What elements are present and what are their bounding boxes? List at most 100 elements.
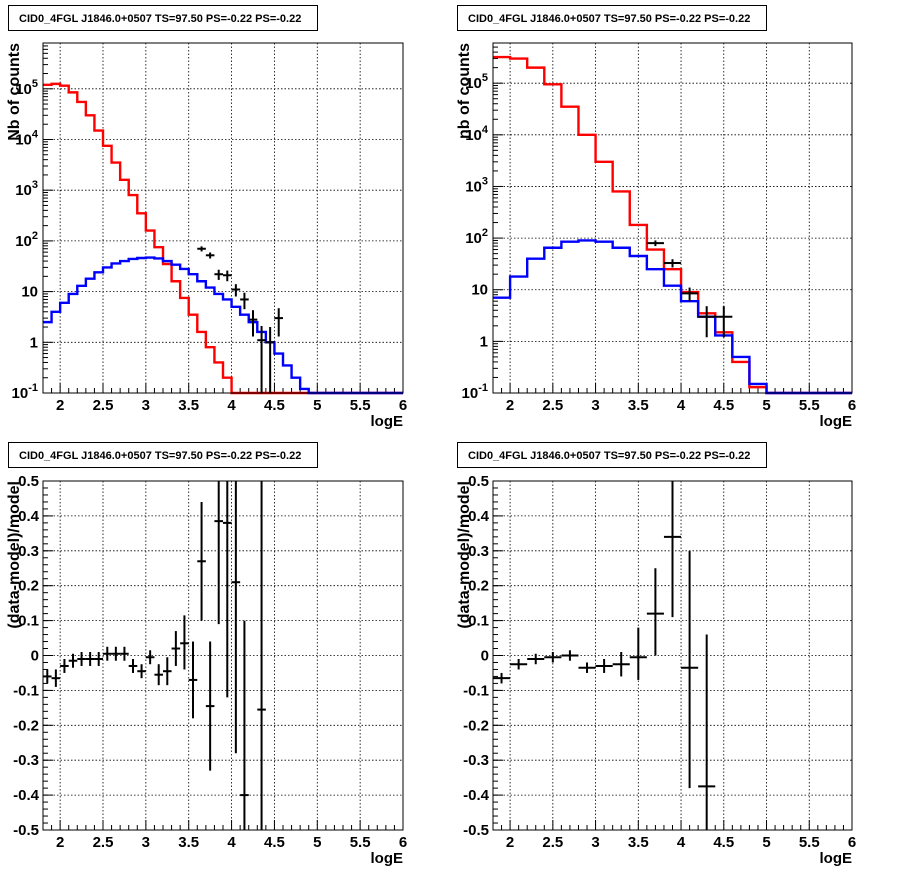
data-point	[103, 646, 112, 661]
y-tick-label: 104	[465, 124, 489, 144]
data-point	[698, 306, 716, 338]
data-point	[51, 669, 61, 687]
histogram-series-2	[493, 239, 852, 395]
data-point	[137, 664, 146, 679]
data-point	[257, 325, 266, 393]
data-point	[265, 327, 275, 393]
data-point	[715, 306, 733, 338]
y-tick-label: 103	[15, 179, 38, 199]
data-point	[205, 641, 215, 771]
y-tick-label: 103	[465, 175, 488, 195]
y-axis-label: (data-model)/model	[6, 481, 23, 629]
x-tick-label: 2.5	[542, 834, 563, 851]
y-tick-label: 0.5	[468, 473, 489, 490]
x-tick-label: 3	[142, 834, 150, 851]
y-tick-label: 1	[480, 333, 488, 350]
x-tick-label: 5	[762, 397, 770, 414]
y-tick-label: -0.3	[13, 752, 39, 769]
data-points	[646, 240, 733, 338]
data-point	[231, 284, 241, 297]
x-tick-label: 4	[227, 397, 236, 414]
data-point	[561, 650, 579, 661]
x-tick-label: 5	[762, 834, 770, 851]
data-point	[527, 653, 545, 665]
data-point	[663, 259, 682, 268]
x-tick-label: 5	[313, 397, 321, 414]
y-tick-label: 102	[465, 227, 488, 247]
x-tick-label: 3.5	[178, 834, 199, 851]
y-tick-label: 0.2	[18, 578, 39, 595]
data-point	[257, 481, 266, 830]
chart-panel-3: 2 2.5 3 3.5 4 4.5 5 5.5 6 -0.5 -0.4 -0.3 -0.2 -0.1 0 0.…	[6, 473, 407, 867]
data-point	[77, 652, 86, 666]
chart-panel-4: 2 2.5 3 3.5 4 4.5 5 5.5 6 -0.5 -0.4 -0.3 -0.2 -0.1 0 0.…	[456, 473, 856, 867]
data-point	[223, 270, 232, 282]
data-points	[43, 481, 266, 830]
plot-frame	[492, 480, 853, 831]
x-tick-label: 3.5	[628, 397, 649, 414]
plot-frame	[42, 42, 404, 394]
x-tick-label: 3	[591, 834, 599, 851]
x-tick-label: 4	[227, 834, 236, 851]
data-point	[698, 634, 716, 830]
data-point	[510, 658, 528, 670]
y-tick-label: -0.2	[463, 717, 489, 734]
x-tick-label: 3	[142, 397, 150, 414]
x-tick-label: 4.5	[713, 834, 734, 851]
x-tick-label: 2	[56, 397, 64, 414]
x-axis-label: logE	[371, 413, 404, 430]
x-axis-label: logE	[820, 413, 853, 430]
y-tick-label: 0	[31, 648, 39, 665]
x-tick-label: 2	[56, 834, 64, 851]
x-tick-label: 5.5	[350, 834, 371, 851]
y-tick-label: -0.4	[463, 787, 490, 804]
x-tick-label: 2.5	[93, 397, 114, 414]
y-axis-label: nb of counts	[456, 43, 473, 139]
x-axis-label: logE	[371, 850, 404, 867]
data-point	[629, 627, 647, 680]
x-tick-label: 5.5	[350, 397, 371, 414]
y-tick-label: 0.3	[18, 543, 39, 560]
y-tick-label: 104	[15, 128, 39, 148]
chart-title: CID0_4FGL J1846.0+0507 TS=97.50 PS=-0.22…	[8, 442, 318, 468]
x-tick-label: 6	[399, 834, 407, 851]
data-point	[188, 641, 198, 719]
data-point	[214, 269, 223, 280]
x-tick-label: 5.5	[799, 834, 820, 851]
data-point	[248, 310, 258, 337]
x-tick-label: 4	[677, 397, 686, 414]
y-tick-label: 0.2	[468, 578, 489, 595]
data-point	[663, 481, 682, 618]
x-tick-label: 6	[399, 397, 407, 414]
y-tick-label: 0.4	[468, 508, 490, 525]
plot-frame	[492, 42, 853, 394]
data-point	[578, 662, 596, 673]
data-point	[85, 652, 95, 666]
data-point	[223, 481, 232, 698]
data-point	[197, 501, 206, 621]
y-tick-label: 0.4	[18, 508, 40, 525]
y-tick-label: 10	[21, 284, 38, 301]
data-point	[163, 657, 172, 686]
y-tick-label: -0.1	[463, 682, 489, 699]
x-tick-label: 5	[313, 834, 321, 851]
y-tick-label: 105	[465, 72, 488, 92]
x-tick-label: 4.5	[264, 834, 285, 851]
data-point	[120, 646, 129, 661]
x-tick-label: 2.5	[542, 397, 563, 414]
data-point	[154, 664, 163, 686]
x-tick-label: 6	[848, 834, 856, 851]
x-tick-label: 4.5	[264, 397, 285, 414]
y-tick-label: -0.1	[13, 682, 39, 699]
data-point	[171, 631, 181, 666]
chart-title: CID0_4FGL J1846.0+0507 TS=97.50 PS=-0.22…	[457, 5, 767, 31]
data-point	[94, 652, 103, 666]
y-tick-label: -0.2	[13, 717, 39, 734]
x-axis-label: logE	[820, 850, 853, 867]
data-point	[612, 652, 630, 677]
y-tick-label: -0.3	[463, 752, 489, 769]
data-point	[231, 481, 241, 754]
data-point	[274, 308, 283, 337]
data-point	[595, 658, 613, 673]
